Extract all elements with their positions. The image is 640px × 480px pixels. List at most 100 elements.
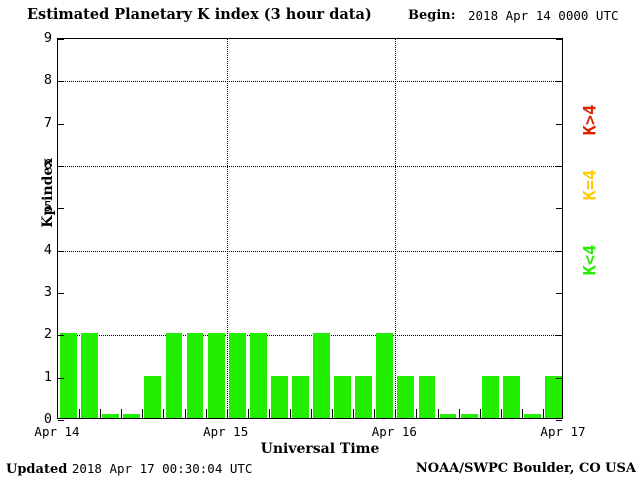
- x-tick-mark: [184, 409, 186, 418]
- x-tick-mark: [205, 409, 207, 418]
- kp-bar: [334, 375, 352, 418]
- y-axis-tick-label: 4: [43, 241, 52, 258]
- kp-bar: [460, 414, 478, 418]
- x-tick-mark: [268, 409, 270, 418]
- y-tick-mark: [58, 420, 64, 421]
- kp-bar: [207, 333, 225, 418]
- y-axis-tick-label: 5: [43, 199, 52, 216]
- y-tick-mark: [556, 420, 562, 421]
- x-axis-tick-label: Apr 16: [371, 424, 417, 439]
- y-tick-mark: [58, 293, 64, 294]
- y-tick-mark: [556, 166, 562, 167]
- kp-bar: [292, 375, 309, 418]
- y-tick-mark: [556, 81, 562, 83]
- y-tick-mark: [556, 377, 562, 379]
- kp-bar: [81, 333, 99, 418]
- x-axis-tick-label: Apr 17: [540, 424, 586, 439]
- x-tick-mark: [521, 409, 523, 418]
- y-axis-tick-label: 8: [43, 72, 52, 89]
- x-tick-mark: [416, 409, 418, 418]
- begin-label: Begin:: [408, 8, 456, 23]
- x-tick-mark: [395, 409, 397, 418]
- footer-updated-timestamp: 2018 Apr 17 00:30:04 UTC: [71, 461, 253, 476]
- x-axis-tick-label: Apr 14: [34, 424, 80, 439]
- kp-bar: [355, 375, 373, 418]
- kp-bar: [186, 333, 204, 418]
- x-tick-mark: [458, 409, 460, 418]
- y-axis-tick-label: 7: [43, 114, 52, 131]
- y-tick-mark: [556, 208, 562, 210]
- y-axis-tick-label: 2: [43, 326, 52, 343]
- kp-bar: [439, 414, 457, 418]
- y-tick-mark: [58, 166, 64, 167]
- y-tick-mark: [58, 377, 64, 379]
- plot-area: [57, 38, 563, 421]
- kp-bar: [60, 333, 77, 418]
- kp-bar: [270, 375, 288, 418]
- y-tick-mark: [58, 208, 64, 210]
- x-tick-mark: [500, 409, 502, 418]
- kp-bar: [165, 333, 183, 418]
- y-tick-mark: [556, 293, 562, 294]
- kp-bar: [545, 375, 562, 418]
- x-tick-mark: [121, 409, 123, 418]
- x-tick-mark: [353, 409, 355, 418]
- kp-bar: [102, 414, 120, 418]
- x-tick-mark: [142, 409, 144, 418]
- legend-k-greater-than-4: K>4: [575, 105, 600, 136]
- footer-updated: Updated 2018 Apr 17 00:30:04 UTC: [6, 461, 252, 477]
- gridline-horizontal-6: [58, 166, 562, 167]
- legend-k-less-than-4-text: K<4: [580, 244, 601, 276]
- x-tick-mark: [542, 409, 544, 418]
- x-axis-tick-label: Apr 15: [203, 424, 249, 439]
- y-tick-mark: [556, 123, 562, 125]
- y-axis-tick-labels: 0 1 2 3 4 5 6 7 8 9: [0, 30, 52, 427]
- legend-k-equal-4-text: K=4: [580, 169, 601, 201]
- kp-bar: [376, 333, 394, 418]
- y-tick-mark: [556, 250, 562, 252]
- x-axis-title: Universal Time: [260, 441, 380, 457]
- kp-bar: [228, 333, 246, 418]
- gridline-horizontal-2: [58, 335, 562, 337]
- legend-k-less-than-4: K<4: [575, 245, 600, 276]
- kp-bar: [523, 414, 541, 418]
- y-axis-tick-label: 3: [43, 284, 52, 300]
- kp-bar: [313, 333, 330, 418]
- y-tick-mark: [58, 250, 64, 252]
- kp-bar: [249, 333, 267, 418]
- gridline-horizontal-4: [58, 250, 562, 252]
- kp-bar: [418, 375, 436, 418]
- kp-bar: [144, 375, 162, 418]
- y-tick-mark: [58, 81, 64, 83]
- x-tick-mark: [79, 409, 81, 418]
- legend-k-equal-4: K=4: [575, 170, 600, 201]
- y-axis-title: Kp index: [40, 158, 56, 228]
- kp-bar: [502, 375, 520, 418]
- kp-bar: [481, 375, 499, 418]
- x-tick-mark: [332, 409, 334, 418]
- y-axis-tick-label: 1: [43, 368, 52, 385]
- plot-inner: [58, 39, 562, 421]
- gridline-day-boundary-16: [395, 39, 397, 418]
- legend-k-greater-than-4-text: K>4: [580, 104, 601, 136]
- x-tick-mark: [100, 409, 102, 418]
- y-axis-tick-label: 6: [43, 157, 52, 173]
- y-tick-mark: [58, 335, 64, 337]
- x-tick-mark: [437, 409, 439, 418]
- y-axis-tick-label: 0: [43, 411, 52, 427]
- y-tick-mark: [58, 39, 64, 40]
- x-tick-mark: [247, 409, 249, 418]
- y-tick-mark: [556, 335, 562, 337]
- footer-agency: NOAA/SWPC Boulder, CO USA: [415, 461, 636, 476]
- x-tick-mark: [163, 409, 165, 418]
- gridline-day-boundary-8: [226, 39, 228, 418]
- footer-updated-label: Updated: [6, 462, 68, 477]
- gridline-horizontal-8: [58, 81, 562, 83]
- y-tick-mark: [58, 123, 64, 125]
- x-tick-mark: [311, 409, 312, 418]
- x-tick-mark: [374, 409, 376, 418]
- y-axis-tick-label: 9: [43, 30, 52, 46]
- kp-bar: [123, 414, 141, 418]
- x-tick-mark: [226, 409, 228, 418]
- y-tick-mark: [556, 39, 562, 40]
